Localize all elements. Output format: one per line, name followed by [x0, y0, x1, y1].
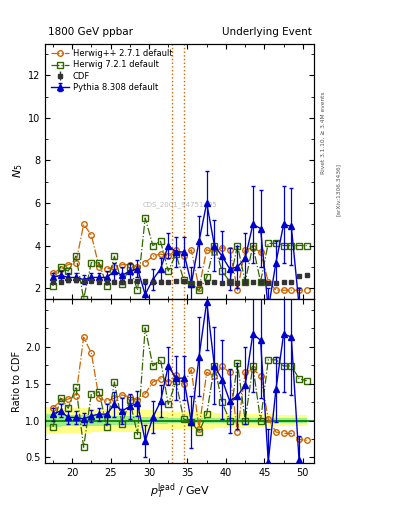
- Herwig 7.2.1 default: [304, 243, 309, 249]
- Herwig++ 2.7.1 default: [289, 287, 294, 293]
- Herwig++ 2.7.1 default: [258, 249, 263, 255]
- Herwig 7.2.1 default: [89, 260, 94, 266]
- Herwig++ 2.7.1 default: [81, 221, 86, 227]
- Herwig++ 2.7.1 default: [66, 262, 71, 268]
- Herwig++ 2.7.1 default: [235, 287, 240, 293]
- Herwig 7.2.1 default: [181, 276, 186, 283]
- Herwig 7.2.1 default: [166, 268, 171, 274]
- Herwig++ 2.7.1 default: [143, 260, 147, 266]
- Text: CDS_2001_S4751495: CDS_2001_S4751495: [143, 201, 217, 208]
- Herwig 7.2.1 default: [212, 243, 217, 249]
- Herwig++ 2.7.1 default: [304, 287, 309, 293]
- Herwig++ 2.7.1 default: [112, 264, 117, 270]
- Herwig++ 2.7.1 default: [228, 247, 232, 253]
- Herwig 7.2.1 default: [105, 283, 109, 289]
- Herwig 7.2.1 default: [220, 268, 224, 274]
- Herwig++ 2.7.1 default: [89, 232, 94, 238]
- Herwig 7.2.1 default: [297, 243, 301, 249]
- Herwig++ 2.7.1 default: [166, 253, 171, 259]
- Herwig 7.2.1 default: [228, 279, 232, 285]
- Y-axis label: $N_5$: $N_5$: [11, 164, 25, 178]
- Herwig 7.2.1 default: [196, 287, 201, 293]
- Herwig 7.2.1 default: [135, 287, 140, 293]
- Herwig++ 2.7.1 default: [127, 262, 132, 268]
- Herwig++ 2.7.1 default: [250, 245, 255, 251]
- Herwig++ 2.7.1 default: [212, 249, 217, 255]
- X-axis label: $p_T^{\rm lead}$ / GeV: $p_T^{\rm lead}$ / GeV: [150, 481, 210, 501]
- Herwig 7.2.1 default: [174, 251, 178, 257]
- Line: Herwig 7.2.1 default: Herwig 7.2.1 default: [50, 215, 309, 302]
- Herwig 7.2.1 default: [127, 264, 132, 270]
- Herwig 7.2.1 default: [97, 260, 101, 266]
- Herwig++ 2.7.1 default: [189, 247, 194, 253]
- Herwig 7.2.1 default: [274, 240, 278, 246]
- Herwig 7.2.1 default: [189, 281, 194, 287]
- Herwig++ 2.7.1 default: [105, 266, 109, 272]
- Herwig 7.2.1 default: [112, 253, 117, 259]
- Herwig++ 2.7.1 default: [174, 247, 178, 253]
- Herwig++ 2.7.1 default: [281, 287, 286, 293]
- Herwig 7.2.1 default: [281, 243, 286, 249]
- Text: 1800 GeV ppbar: 1800 GeV ppbar: [48, 27, 133, 37]
- Text: Rivet 3.1.10, ≥ 3.4M events: Rivet 3.1.10, ≥ 3.4M events: [320, 92, 325, 175]
- Herwig 7.2.1 default: [120, 281, 125, 287]
- Herwig++ 2.7.1 default: [243, 247, 248, 253]
- Herwig++ 2.7.1 default: [158, 251, 163, 257]
- Herwig++ 2.7.1 default: [58, 266, 63, 272]
- Herwig 7.2.1 default: [243, 279, 248, 285]
- Herwig 7.2.1 default: [258, 279, 263, 285]
- Herwig++ 2.7.1 default: [51, 270, 55, 276]
- Herwig 7.2.1 default: [158, 238, 163, 244]
- Herwig 7.2.1 default: [73, 253, 78, 259]
- Herwig 7.2.1 default: [81, 295, 86, 302]
- Herwig++ 2.7.1 default: [266, 279, 271, 285]
- Herwig++ 2.7.1 default: [204, 247, 209, 253]
- Herwig++ 2.7.1 default: [73, 260, 78, 266]
- Herwig++ 2.7.1 default: [297, 287, 301, 293]
- Herwig++ 2.7.1 default: [97, 264, 101, 270]
- Herwig++ 2.7.1 default: [220, 245, 224, 251]
- Legend: Herwig++ 2.7.1 default, Herwig 7.2.1 default, CDF, Pythia 8.308 default: Herwig++ 2.7.1 default, Herwig 7.2.1 def…: [50, 48, 174, 93]
- Herwig++ 2.7.1 default: [181, 253, 186, 259]
- Herwig++ 2.7.1 default: [135, 264, 140, 270]
- Herwig++ 2.7.1 default: [120, 262, 125, 268]
- Herwig 7.2.1 default: [266, 240, 271, 246]
- Herwig 7.2.1 default: [204, 274, 209, 281]
- Herwig 7.2.1 default: [51, 283, 55, 289]
- Herwig++ 2.7.1 default: [274, 287, 278, 293]
- Y-axis label: Ratio to CDF: Ratio to CDF: [12, 351, 22, 412]
- Text: [arXiv:1306.3436]: [arXiv:1306.3436]: [336, 163, 341, 216]
- Herwig++ 2.7.1 default: [196, 285, 201, 291]
- Herwig 7.2.1 default: [235, 243, 240, 249]
- Text: Underlying Event: Underlying Event: [222, 27, 312, 37]
- Herwig 7.2.1 default: [58, 264, 63, 270]
- Herwig 7.2.1 default: [143, 215, 147, 221]
- Herwig 7.2.1 default: [66, 268, 71, 274]
- Line: Herwig++ 2.7.1 default: Herwig++ 2.7.1 default: [50, 222, 309, 293]
- Herwig++ 2.7.1 default: [151, 253, 155, 259]
- Herwig 7.2.1 default: [151, 243, 155, 249]
- Herwig 7.2.1 default: [250, 243, 255, 249]
- Herwig 7.2.1 default: [289, 243, 294, 249]
